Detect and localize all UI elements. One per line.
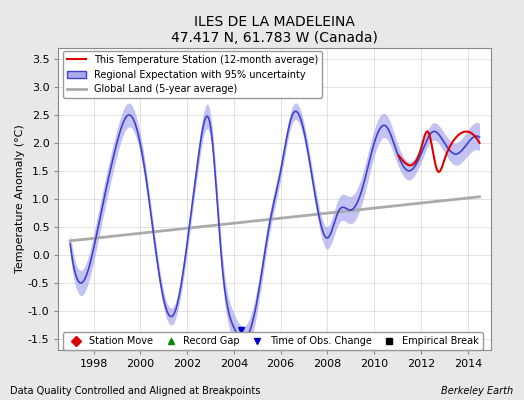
Y-axis label: Temperature Anomaly (°C): Temperature Anomaly (°C)	[15, 124, 25, 273]
Text: Berkeley Earth: Berkeley Earth	[441, 386, 514, 396]
Text: Data Quality Controlled and Aligned at Breakpoints: Data Quality Controlled and Aligned at B…	[10, 386, 261, 396]
Title: ILES DE LA MADELEINA
47.417 N, 61.783 W (Canada): ILES DE LA MADELEINA 47.417 N, 61.783 W …	[171, 15, 378, 45]
Legend: Station Move, Record Gap, Time of Obs. Change, Empirical Break: Station Move, Record Gap, Time of Obs. C…	[63, 332, 483, 350]
